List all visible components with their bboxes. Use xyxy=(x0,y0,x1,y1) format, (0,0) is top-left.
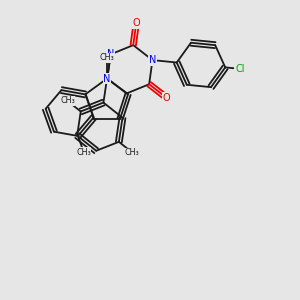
Text: N: N xyxy=(103,74,111,84)
Text: N: N xyxy=(107,49,114,59)
Text: CH₃: CH₃ xyxy=(100,53,114,62)
Text: N: N xyxy=(149,55,156,65)
Text: O: O xyxy=(132,18,140,28)
Text: CH₃: CH₃ xyxy=(60,96,75,105)
Text: CH₃: CH₃ xyxy=(125,148,140,157)
Text: O: O xyxy=(163,93,170,103)
Text: CH₃: CH₃ xyxy=(76,148,91,157)
Text: Cl: Cl xyxy=(235,64,244,74)
